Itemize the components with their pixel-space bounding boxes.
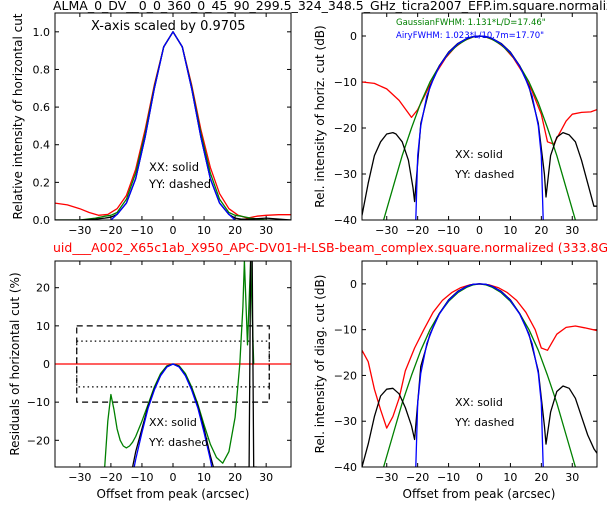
figure-title-mid: uid___A002_X65c1ab_X950_APC-DV01-H-LSB-b… [53,240,607,255]
p2-xtick-label: 10 [503,224,517,237]
p3-xtick-label: 10 [197,471,211,484]
p4-ylabel: Rel. intensity of diag. cut (dB) [313,275,327,454]
panel-residuals: −30 −20 −10 0 10 20 30 −20 −10 0 10 20 Residuals of… [8,260,292,501]
p3-xlabel: Offset from peak (arcsec) [97,487,250,501]
p3-xtick-label: 20 [228,471,242,484]
p1-ytick-label: 0.8 [33,63,51,76]
p2-xtick-label: 20 [534,224,548,237]
p4-xtick-label: 0 [476,471,483,484]
p1-xtick-label: 20 [228,224,242,237]
p3-series-line [133,363,213,467]
p2-fwhm-airy: AiryFWHM: 1.023*L/10.7m=17.70" [396,31,544,41]
p4-ytick-label: 0 [350,278,357,291]
p2-legend-xx: XX: solid [455,148,503,161]
p1-frame [54,12,292,221]
p3-ylabel: Residuals of horizontal cut (%) [8,272,22,455]
figure-title-top: ALMA_0_DV__0_0_360_0_45_90_299.5_324_348… [53,0,607,13]
p1-xtick-label: 10 [197,224,211,237]
p2-series [362,35,597,220]
p2-ytick-label: −20 [334,122,357,135]
p2-series-line [415,35,544,220]
p1-xtick-label: −30 [68,224,91,237]
p2-fwhm-gaussian: GaussianFWHM: 1.131*L/D=17.46" [396,18,546,28]
p1-ytick-label: 0.0 [33,214,51,227]
p4-ytick-label: −40 [334,461,357,474]
p3-legend-xx: XX: solid [149,416,197,429]
p4-xtick-label: 20 [534,471,548,484]
p2-ytick-label: 0 [350,30,357,43]
p1-series-line [55,31,291,220]
p4-frame [361,260,598,468]
p4-xtick-label: −20 [406,471,429,484]
p2-frame [361,12,598,221]
p3-xtick-label: 30 [259,471,273,484]
p1-ticks: −30 −20 −10 0 10 20 30 0.0 0.2 0.4 0.6 0.8 1.0 [33,13,291,237]
panel-horizontal-cut-db: −30 −20 −10 0 10 20 30 −40 −30 −20 −10 0 Rel. inten… [313,12,598,237]
p1-xtick-label: 0 [170,224,177,237]
p1-ytick-label: 0.2 [33,176,51,189]
p4-ytick-label: −30 [334,415,357,428]
p3-xtick-label: −20 [99,471,122,484]
p4-xlabel: Offset from peak (arcsec) [403,487,556,501]
p4-series-line [362,283,597,467]
p4-xtick-label: 30 [565,471,579,484]
p1-legend-xx: XX: solid [149,160,199,174]
p1-series [55,31,291,220]
p3-ytick-label: −20 [27,434,50,447]
p2-series-line [362,35,597,145]
p3-xtick-label: 0 [170,471,177,484]
p4-ticks: −30 −20 −10 0 10 20 30 −40 −30 −20 −10 0 [334,261,597,484]
p3-ticks: −30 −20 −10 0 10 20 30 −20 −10 0 10 20 [27,261,291,484]
p4-series-line [415,283,544,467]
p4-xtick-label: −30 [375,471,398,484]
p1-scale-annotation: X-axis scaled by 0.9705 [91,19,246,34]
p3-xtick-label: −10 [130,471,153,484]
p1-xtick-label: −20 [99,224,122,237]
p2-xtick-label: −20 [406,224,429,237]
p4-series [362,283,597,467]
p2-ytick-label: −40 [334,214,357,227]
p2-xtick-label: 0 [476,224,483,237]
p3-frame [54,260,292,468]
p3-ytick-label: 20 [36,282,50,295]
p1-ytick-label: 0.4 [33,139,51,152]
p1-xtick-label: −10 [130,224,153,237]
p2-ytick-label: −10 [334,76,357,89]
p2-ylabel: Rel. intensity of horiz. cut (dB) [313,25,327,207]
p1-legend-yy: YY: dashed [148,177,211,191]
p2-xtick-label: −10 [437,224,460,237]
p2-xtick-label: −30 [375,224,398,237]
p3-series [55,261,291,467]
p4-ytick-label: −10 [334,324,357,337]
p2-ytick-label: −30 [334,168,357,181]
p3-ytick-label: −10 [27,396,50,409]
p3-ytick-label: 10 [36,320,50,333]
p1-series-line [55,31,291,220]
p3-xtick-label: −30 [68,471,91,484]
p2-ticks: −30 −20 −10 0 10 20 30 −40 −30 −20 −10 0 [334,13,597,237]
panel-diagonal-cut-db: −30 −20 −10 0 10 20 30 −40 −30 −20 −10 0 Rel. inten… [313,260,598,501]
p1-ytick-label: 1.0 [33,26,51,39]
p4-xtick-label: −10 [437,471,460,484]
p1-ylabel: Relative intensity of horizontal cut [11,13,25,219]
p1-series-line [110,31,236,220]
p2-legend-yy: YY: dashed [454,168,514,181]
p4-ytick-label: −20 [334,369,357,382]
p4-legend-yy: YY: dashed [454,416,514,429]
p2-series-line [362,35,597,216]
p1-ytick-label: 0.6 [33,101,51,114]
p4-legend-xx: XX: solid [455,396,503,409]
p3-ytick-label: 0 [43,358,50,371]
panel-horizontal-cut: −30 −20 −10 0 10 20 30 0.0 0.2 0.4 0.6 0.8 1.0 Relat… [11,12,292,237]
p2-xtick-label: 30 [565,224,579,237]
p1-xtick-label: 30 [259,224,273,237]
p4-xtick-label: 10 [503,471,517,484]
p3-legend-yy: YY: dashed [148,436,208,449]
